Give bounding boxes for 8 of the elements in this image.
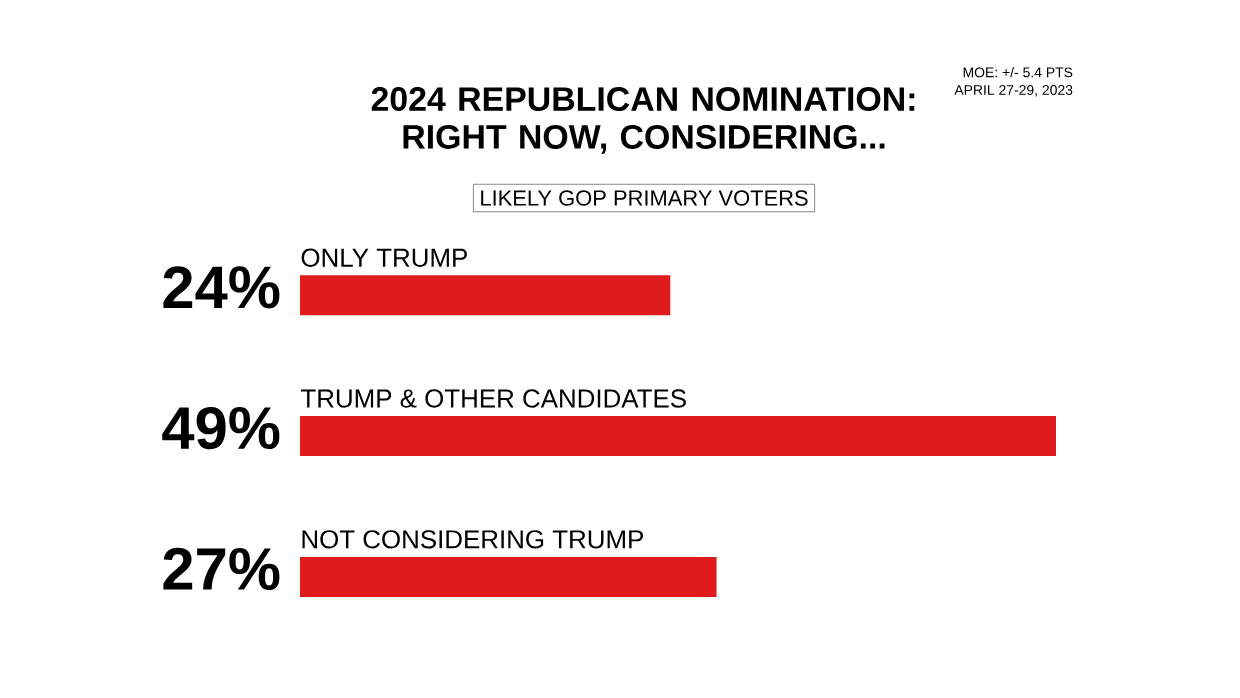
data-label: 49% bbox=[162, 406, 280, 450]
y-tick-label: TRUMP & OTHER CANDIDATES bbox=[301, 389, 686, 408]
y-tick-label: NOT CONSIDERING TRUMP bbox=[302, 530, 643, 549]
y-tick-label: ONLY TRUMP bbox=[301, 248, 467, 267]
data-label: 27% bbox=[163, 547, 280, 590]
chart-title: 2024 REPUBLICAN NOMINATION: RIGHT NOW, CONSIDERING... bbox=[371, 87, 915, 154]
data-label: 24% bbox=[163, 266, 280, 309]
chart-subtitle: LIKELY GOP PRIMARY VOTERS bbox=[481, 190, 808, 206]
